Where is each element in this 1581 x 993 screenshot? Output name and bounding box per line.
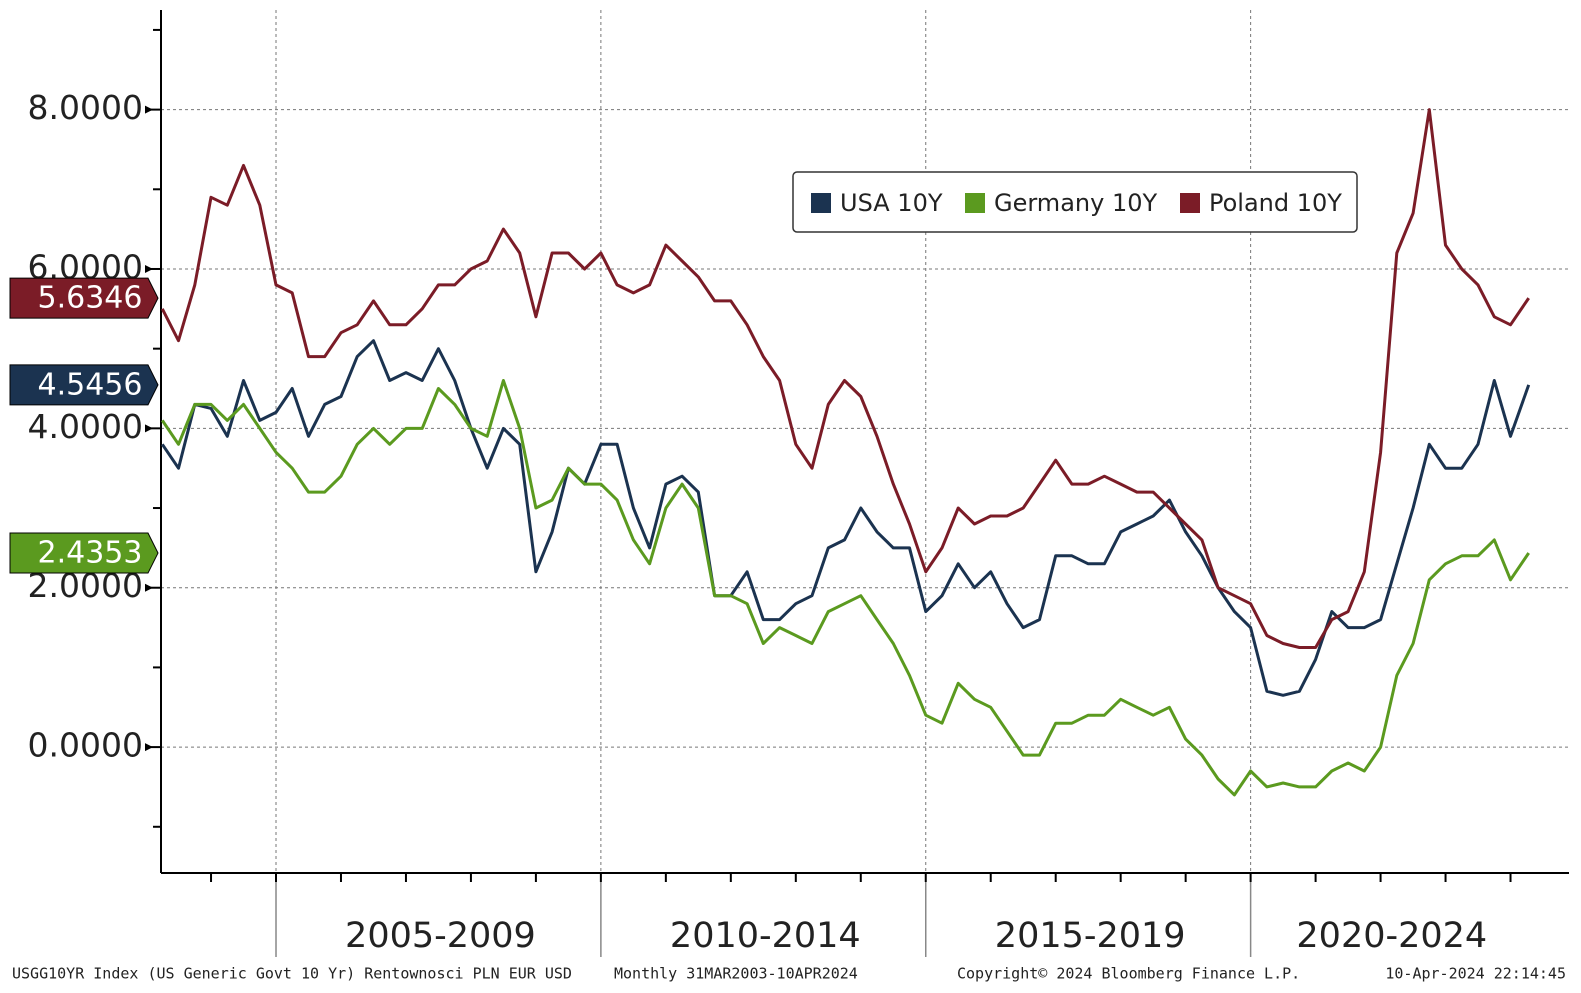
- legend-box: [792, 171, 1358, 233]
- y-tick-arrow: [145, 264, 153, 273]
- y-tick-arrow: [145, 105, 153, 114]
- y-tick-label: 8.0000: [28, 88, 143, 127]
- y-tick-arrow: [145, 424, 153, 433]
- footer-timestamp: 10-Apr-2024 22:14:45: [1385, 965, 1566, 983]
- legend-swatch: [965, 193, 985, 213]
- last-value-box: [9, 277, 159, 319]
- period-label: 2015-2019: [995, 916, 1186, 956]
- last-value-box: [9, 532, 159, 574]
- last-value-label: 4.5456: [38, 367, 143, 402]
- series-line: [161, 339, 1531, 697]
- footer-copyright: Copyright© 2024 Bloomberg Finance L.P.: [957, 965, 1300, 983]
- y-tick-label: 4.0000: [28, 407, 143, 446]
- legend-swatch: [1180, 193, 1200, 213]
- last-value-label: 5.6346: [38, 281, 143, 316]
- period-label: 2005-2009: [345, 916, 536, 956]
- footer-source: USGG10YR Index (US Generic Govt 10 Yr) R…: [12, 965, 572, 983]
- legend-swatch: [811, 193, 831, 213]
- footer-period: Monthly 31MAR2003-10APR2024: [614, 965, 858, 983]
- series-line: [160, 108, 1530, 649]
- legend-label: Germany 10Y: [994, 189, 1157, 217]
- y-tick-arrow: [145, 583, 153, 592]
- legend-label: USA 10Y: [840, 189, 943, 217]
- series-line: [161, 379, 1530, 797]
- y-tick-label: 0.0000: [28, 726, 143, 765]
- last-value-box: [9, 364, 159, 406]
- legend-label: Poland 10Y: [1209, 189, 1342, 217]
- y-tick-arrow: [145, 743, 153, 752]
- period-label: 2020-2024: [1296, 916, 1487, 956]
- period-label: 2010-2014: [670, 916, 861, 956]
- last-value-label: 2.4353: [38, 536, 143, 571]
